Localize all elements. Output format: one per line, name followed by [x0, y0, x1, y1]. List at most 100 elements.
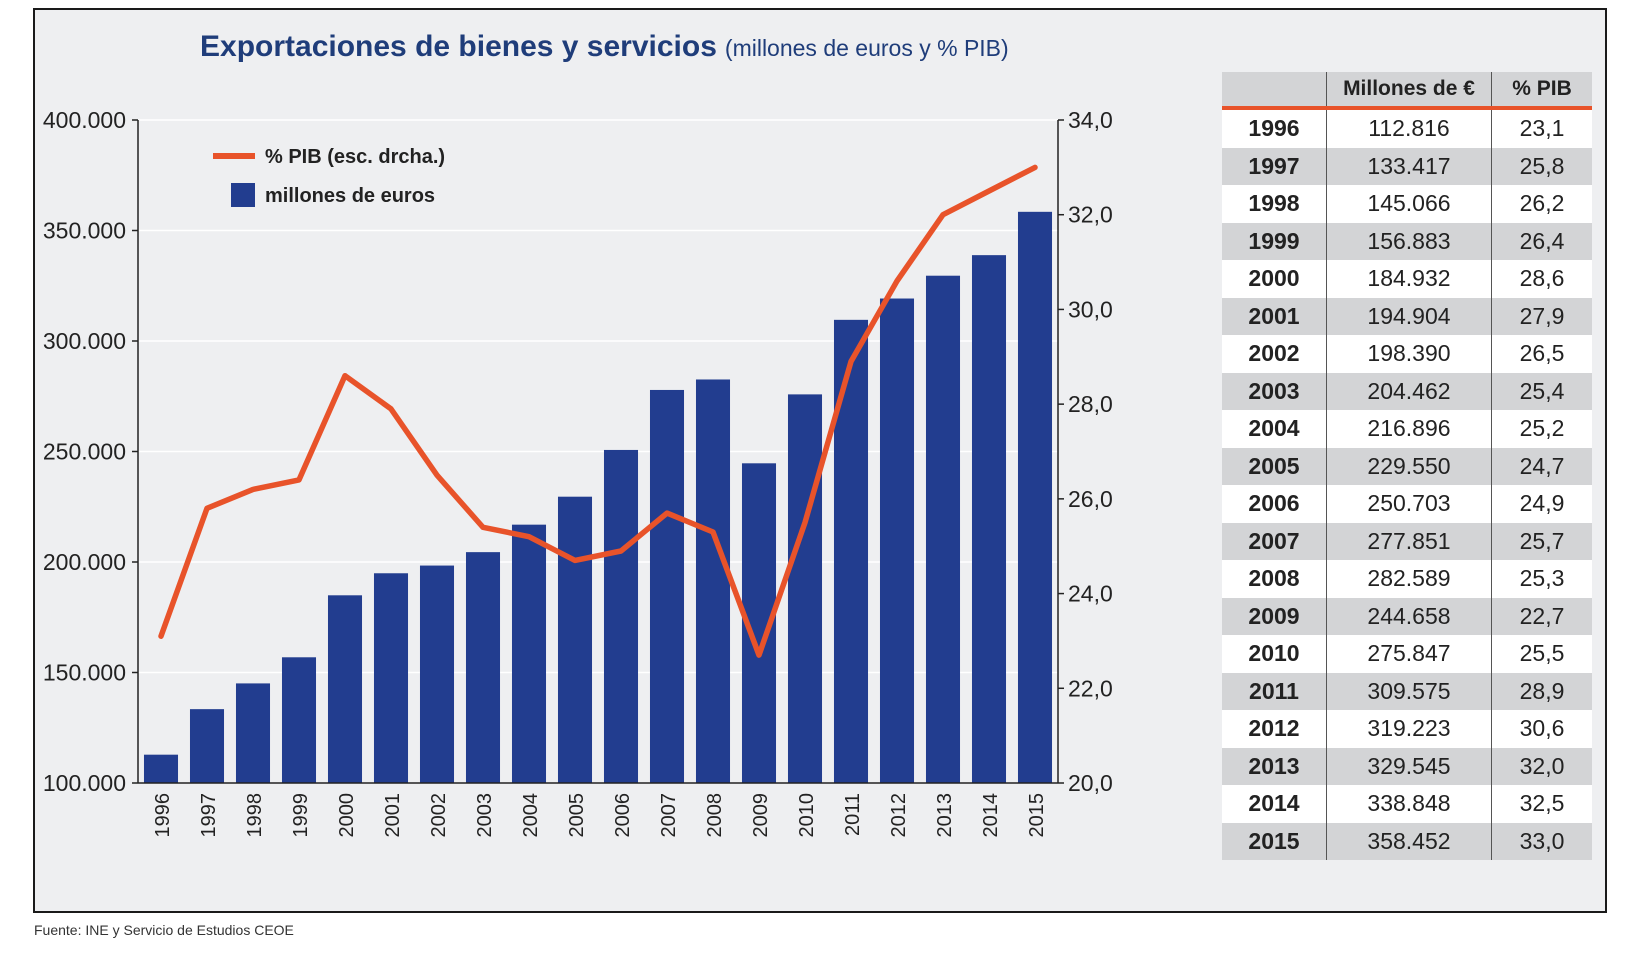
- x-tick-label: 2009: [750, 793, 772, 838]
- table-cell-year: 2007: [1222, 522, 1327, 560]
- table-cell-pib: 28,9: [1491, 672, 1592, 710]
- table-row: 2015 358.452 33,0: [1222, 822, 1592, 860]
- table-cell-millions: 319.223: [1326, 710, 1492, 748]
- x-tick-label: 2004: [520, 793, 542, 838]
- data-table: Millones de € % PIB 1996 112.816 23,1 1997 1…: [1222, 72, 1592, 860]
- table-cell-year: 2004: [1222, 410, 1327, 448]
- table-cell-year: 1996: [1222, 108, 1327, 148]
- table-cell-pib: 32,0: [1491, 747, 1592, 785]
- bar: [879, 298, 915, 783]
- table-cell-millions: 198.390: [1326, 335, 1492, 373]
- table-row: 1996 112.816 23,1: [1222, 108, 1592, 148]
- x-tick-label: 2015: [1026, 793, 1048, 838]
- bar: [511, 524, 547, 783]
- table-cell-pib: 25,8: [1491, 147, 1592, 185]
- table-row: 2011 309.575 28,9: [1222, 672, 1592, 710]
- table-cell-millions: 133.417: [1326, 147, 1492, 185]
- table-cell-year: 2002: [1222, 335, 1327, 373]
- legend-bar-label: millones de euros: [265, 185, 435, 207]
- table-row: 2014 338.848 32,5: [1222, 785, 1592, 823]
- right-tick-label: 20,0: [1068, 770, 1113, 796]
- x-tick-label: 2003: [474, 793, 496, 838]
- x-tick-label: 2014: [980, 793, 1002, 838]
- table-header-year: [1222, 72, 1327, 110]
- bar: [281, 657, 317, 783]
- legend-line-label: % PIB (esc. drcha.): [265, 146, 445, 168]
- table-cell-year: 1998: [1222, 185, 1327, 223]
- table-row: 2007 277.851 25,7: [1222, 522, 1592, 560]
- table-header-pib: % PIB: [1491, 72, 1592, 110]
- bar: [143, 754, 179, 783]
- table-cell-year: 2008: [1222, 560, 1327, 598]
- x-tick-label: 2000: [336, 793, 358, 838]
- table-cell-year: 2015: [1222, 822, 1327, 860]
- table-cell-pib: 25,3: [1491, 560, 1592, 598]
- table-cell-year: 1999: [1222, 222, 1327, 260]
- bar-series: [143, 211, 1053, 784]
- table-cell-millions: 244.658: [1326, 597, 1492, 635]
- title-main: Exportaciones de bienes y servicios: [200, 30, 717, 63]
- x-tick-label: 1999: [290, 793, 312, 838]
- right-tick-label: 32,0: [1068, 202, 1113, 228]
- right-tick-label: 24,0: [1068, 581, 1113, 607]
- right-tick-label: 26,0: [1068, 486, 1113, 512]
- table-header-row: Millones de € % PIB: [1222, 72, 1592, 110]
- x-tick-label: 2013: [934, 793, 956, 838]
- table-row: 1997 133.417 25,8: [1222, 147, 1592, 185]
- table-cell-pib: 22,7: [1491, 597, 1592, 635]
- x-tick-label: 2012: [888, 793, 910, 838]
- table-cell-millions: 145.066: [1326, 185, 1492, 223]
- table-cell-pib: 26,4: [1491, 222, 1592, 260]
- table-cell-pib: 25,4: [1491, 372, 1592, 410]
- table-cell-pib: 26,5: [1491, 335, 1592, 373]
- x-tick-label: 1996: [152, 793, 174, 838]
- table-cell-year: 2010: [1222, 635, 1327, 673]
- bar: [787, 394, 823, 783]
- table-cell-pib: 33,0: [1491, 822, 1592, 860]
- table-cell-pib: 25,2: [1491, 410, 1592, 448]
- table-cell-year: 2006: [1222, 485, 1327, 523]
- table-cell-pib: 30,6: [1491, 710, 1592, 748]
- x-tick-label: 1998: [244, 793, 266, 838]
- bar: [557, 496, 593, 783]
- bar: [373, 573, 409, 783]
- table-row: 2002 198.390 26,5: [1222, 335, 1592, 373]
- left-tick-label: 100.000: [43, 770, 126, 796]
- table-row: 2012 319.223 30,6: [1222, 710, 1592, 748]
- left-tick-label: 300.000: [43, 328, 126, 354]
- left-tick-label: 350.000: [43, 218, 126, 244]
- right-tick-label: 30,0: [1068, 296, 1113, 322]
- table-cell-pib: 25,5: [1491, 635, 1592, 673]
- table-cell-millions: 275.847: [1326, 635, 1492, 673]
- table-cell-millions: 282.589: [1326, 560, 1492, 598]
- bar: [189, 709, 225, 783]
- x-tick-label: 2005: [566, 793, 588, 838]
- chart-title: Exportaciones de bienes y servicios (mill…: [200, 30, 1009, 64]
- x-tick-label: 2008: [704, 793, 726, 838]
- table-row: 2004 216.896 25,2: [1222, 410, 1592, 448]
- x-tick-label: 1997: [198, 793, 220, 838]
- table-cell-millions: 277.851: [1326, 522, 1492, 560]
- table-row: 2003 204.462 25,4: [1222, 372, 1592, 410]
- right-tick-label: 34,0: [1068, 107, 1113, 133]
- x-tick-label: 2007: [658, 793, 680, 838]
- table-row: 2008 282.589 25,3: [1222, 560, 1592, 598]
- table-cell-year: 2011: [1222, 672, 1327, 710]
- table-cell-pib: 28,6: [1491, 260, 1592, 298]
- table-row: 2001 194.904 27,9: [1222, 297, 1592, 335]
- legend: % PIB (esc. drcha.) millones de euros: [213, 146, 445, 207]
- bar: [833, 319, 869, 783]
- right-tick-label: 22,0: [1068, 675, 1113, 701]
- x-tick-label: 2011: [842, 793, 864, 836]
- table-cell-pib: 24,9: [1491, 485, 1592, 523]
- table-row: 2009 244.658 22,7: [1222, 597, 1592, 635]
- right-tick-label: 28,0: [1068, 391, 1113, 417]
- x-tick-label: 2010: [796, 793, 818, 838]
- table-cell-millions: 338.848: [1326, 785, 1492, 823]
- x-tick-label: 2006: [612, 793, 634, 838]
- left-tick-label: 400.000: [43, 107, 126, 133]
- bar: [695, 379, 731, 783]
- bar: [1017, 211, 1053, 784]
- bar: [649, 389, 685, 783]
- right-y-axis-ticks: 20,0 22,0 24,0 26,0 28,0 30,0 32,0 34,0: [1058, 107, 1113, 796]
